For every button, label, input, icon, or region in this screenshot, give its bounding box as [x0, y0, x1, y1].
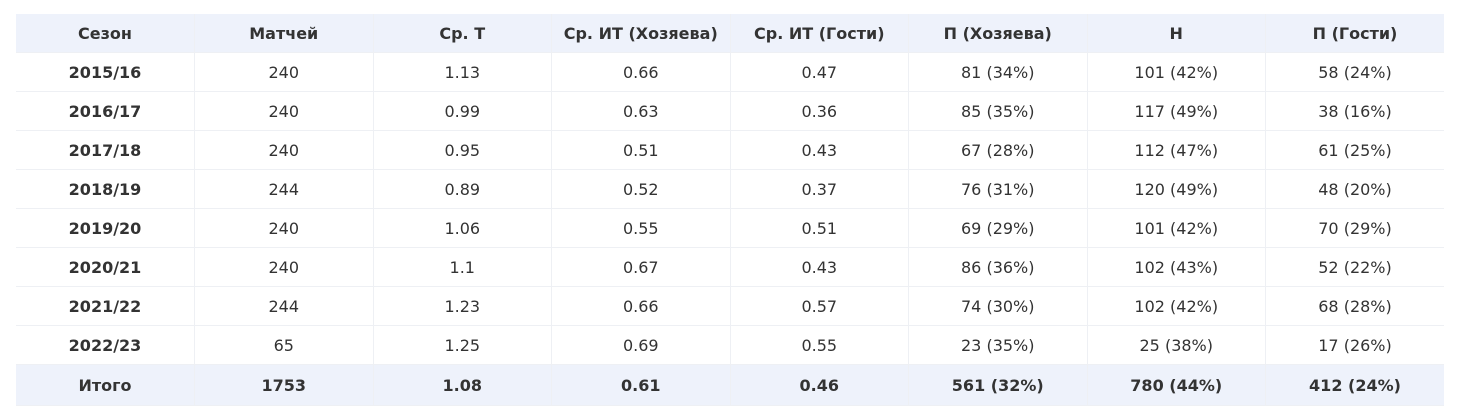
data-cell: 0.55: [730, 325, 909, 365]
header-cell: Ср. Т: [373, 14, 552, 53]
data-cell: 102 (43%): [1087, 247, 1266, 287]
data-cell: 67 (28%): [908, 130, 1088, 170]
data-cell: 1.23: [373, 286, 552, 326]
table-row: 2021/22 244 1.23 0.66 0.57 74 (30%) 102 (42%) 6…: [16, 286, 1444, 326]
data-cell: 25 (38%): [1087, 325, 1266, 365]
season-cell: 2021/22: [16, 286, 195, 326]
data-cell: 112 (47%): [1087, 130, 1266, 170]
season-cell: 2018/19: [16, 169, 195, 209]
data-cell: 58 (24%): [1265, 52, 1444, 92]
data-cell: 23 (35%): [908, 325, 1088, 365]
data-cell: 17 (26%): [1265, 325, 1444, 365]
data-cell: 0.66: [551, 286, 731, 326]
data-cell: 0.55: [551, 208, 731, 248]
footer-cell: 561 (32%): [908, 364, 1088, 406]
data-cell: 0.51: [551, 130, 731, 170]
footer-row: Итого 1753 1.08 0.61 0.46 561 (32%) 780 (44%) 4…: [16, 364, 1444, 406]
data-cell: 69 (29%): [908, 208, 1088, 248]
table-row: 2015/16 240 1.13 0.66 0.47 81 (34%) 101 (42%) 5…: [16, 52, 1444, 92]
data-cell: 52 (22%): [1265, 247, 1444, 287]
season-cell: 2022/23: [16, 325, 195, 365]
data-cell: 120 (49%): [1087, 169, 1266, 209]
data-cell: 101 (42%): [1087, 208, 1266, 248]
table-row: 2022/23 65 1.25 0.69 0.55 23 (35%) 25 (38%) 17 …: [16, 325, 1444, 365]
table-row: 2020/21 240 1.1 0.67 0.43 86 (36%) 102 (43%) 52…: [16, 247, 1444, 287]
data-cell: 76 (31%): [908, 169, 1088, 209]
footer-cell: 0.61: [551, 364, 731, 406]
data-cell: 117 (49%): [1087, 91, 1266, 131]
stats-table: Сезон Матчей Ср. Т Ср. ИТ (Хозяева) Ср. ИТ (…: [16, 14, 1444, 406]
footer-cell: Итого: [16, 364, 195, 406]
data-cell: 68 (28%): [1265, 286, 1444, 326]
table-row: 2019/20 240 1.06 0.55 0.51 69 (29%) 101 (42%) 7…: [16, 208, 1444, 248]
header-cell: Сезон: [16, 14, 195, 53]
header-cell: Ср. ИТ (Хозяева): [551, 14, 731, 53]
data-cell: 0.69: [551, 325, 731, 365]
header-cell: Н: [1087, 14, 1266, 53]
footer-cell: 1753: [194, 364, 374, 406]
season-cell: 2015/16: [16, 52, 195, 92]
data-cell: 0.67: [551, 247, 731, 287]
data-cell: 0.36: [730, 91, 909, 131]
data-cell: 85 (35%): [908, 91, 1088, 131]
table-header: Сезон Матчей Ср. Т Ср. ИТ (Хозяева) Ср. ИТ (…: [16, 14, 1444, 53]
table-body: 2015/16 240 1.13 0.66 0.47 81 (34%) 101 (42%) 5…: [16, 52, 1444, 365]
footer-cell: 1.08: [373, 364, 552, 406]
header-cell: П (Хозяева): [908, 14, 1088, 53]
data-cell: 0.63: [551, 91, 731, 131]
data-cell: 65: [194, 325, 374, 365]
data-cell: 240: [194, 52, 374, 92]
data-cell: 1.13: [373, 52, 552, 92]
data-cell: 240: [194, 130, 374, 170]
data-cell: 0.89: [373, 169, 552, 209]
data-cell: 0.99: [373, 91, 552, 131]
data-cell: 48 (20%): [1265, 169, 1444, 209]
footer-cell: 412 (24%): [1265, 364, 1444, 406]
data-cell: 244: [194, 286, 374, 326]
data-cell: 0.95: [373, 130, 552, 170]
table-container: Сезон Матчей Ср. Т Ср. ИТ (Хозяева) Ср. ИТ (…: [16, 14, 1444, 406]
data-cell: 244: [194, 169, 374, 209]
data-cell: 0.43: [730, 130, 909, 170]
data-cell: 240: [194, 208, 374, 248]
data-cell: 1.25: [373, 325, 552, 365]
data-cell: 0.47: [730, 52, 909, 92]
table-row: 2017/18 240 0.95 0.51 0.43 67 (28%) 112 (47%) 6…: [16, 130, 1444, 170]
table-row: 2016/17 240 0.99 0.63 0.36 85 (35%) 117 (49%) 3…: [16, 91, 1444, 131]
data-cell: 74 (30%): [908, 286, 1088, 326]
header-cell: Ср. ИТ (Гости): [730, 14, 909, 53]
data-cell: 86 (36%): [908, 247, 1088, 287]
table-footer: Итого 1753 1.08 0.61 0.46 561 (32%) 780 (44%) 4…: [16, 364, 1444, 406]
table-row: 2018/19 244 0.89 0.52 0.37 76 (31%) 120 (49%) 4…: [16, 169, 1444, 209]
data-cell: 38 (16%): [1265, 91, 1444, 131]
season-cell: 2017/18: [16, 130, 195, 170]
data-cell: 0.66: [551, 52, 731, 92]
header-cell: Матчей: [194, 14, 374, 53]
data-cell: 240: [194, 247, 374, 287]
season-cell: 2020/21: [16, 247, 195, 287]
data-cell: 0.37: [730, 169, 909, 209]
data-cell: 1.06: [373, 208, 552, 248]
data-cell: 101 (42%): [1087, 52, 1266, 92]
header-row: Сезон Матчей Ср. Т Ср. ИТ (Хозяева) Ср. ИТ (…: [16, 14, 1444, 53]
data-cell: 0.52: [551, 169, 731, 209]
header-cell: П (Гости): [1265, 14, 1444, 53]
data-cell: 0.43: [730, 247, 909, 287]
season-cell: 2016/17: [16, 91, 195, 131]
footer-cell: 0.46: [730, 364, 909, 406]
data-cell: 61 (25%): [1265, 130, 1444, 170]
footer-cell: 780 (44%): [1087, 364, 1266, 406]
data-cell: 70 (29%): [1265, 208, 1444, 248]
data-cell: 81 (34%): [908, 52, 1088, 92]
season-cell: 2019/20: [16, 208, 195, 248]
data-cell: 1.1: [373, 247, 552, 287]
data-cell: 102 (42%): [1087, 286, 1266, 326]
data-cell: 0.57: [730, 286, 909, 326]
data-cell: 0.51: [730, 208, 909, 248]
data-cell: 240: [194, 91, 374, 131]
